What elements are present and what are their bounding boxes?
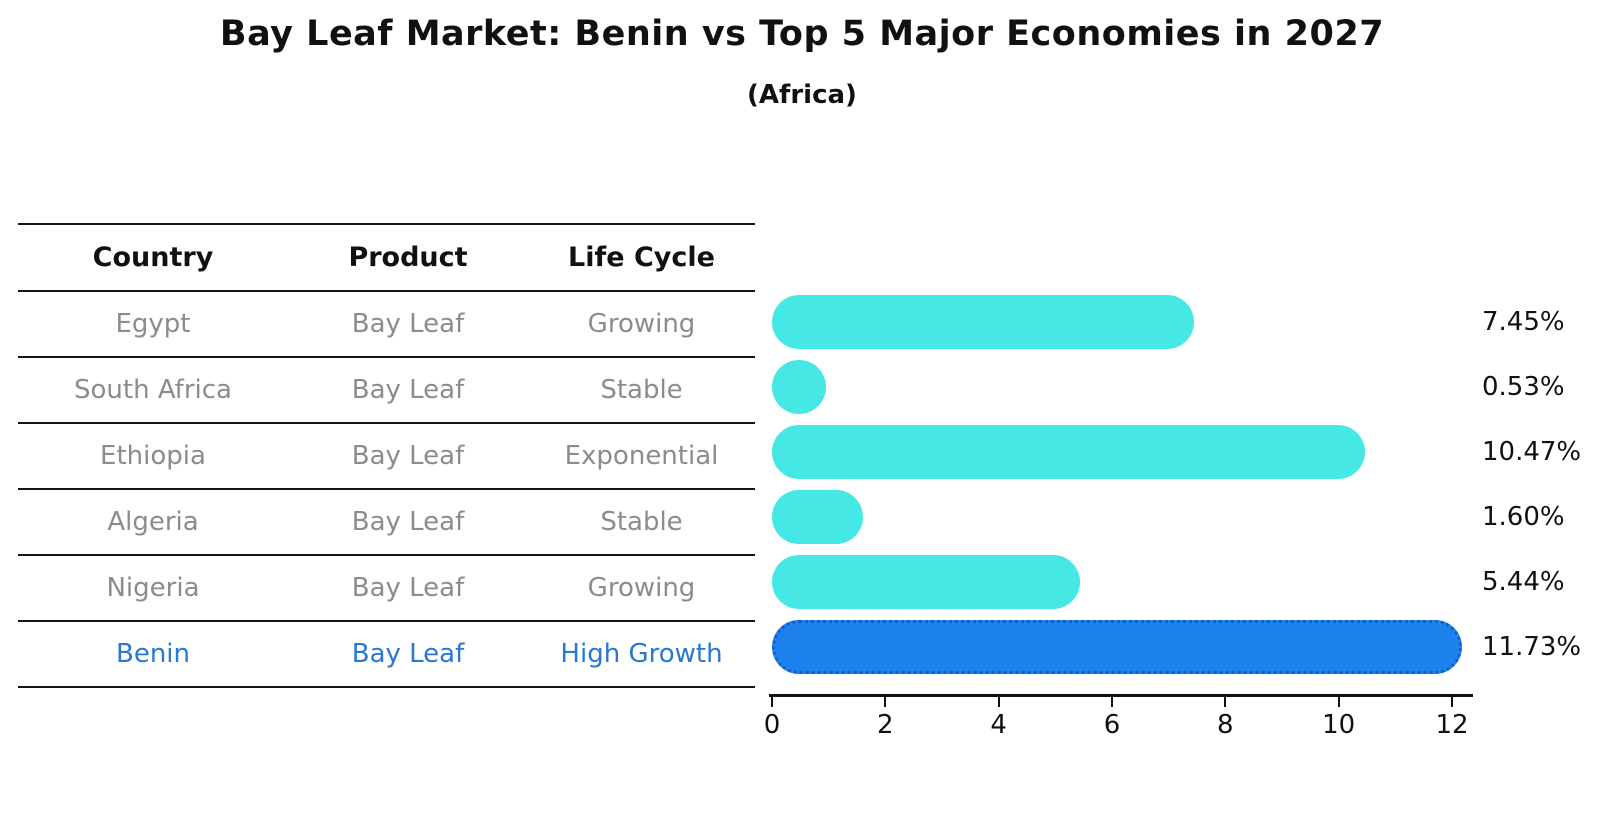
cell-product: Bay Leaf xyxy=(351,507,465,537)
chart-title: Bay Leaf Market: Benin vs Top 5 Major Ec… xyxy=(219,14,1385,54)
cell-product: Bay Leaf xyxy=(351,441,465,471)
bar-row xyxy=(772,420,1452,485)
bar-row xyxy=(772,550,1452,615)
column-header-product: Product xyxy=(348,242,468,273)
cell-country: South Africa xyxy=(74,375,232,405)
cell-product: Bay Leaf xyxy=(351,573,465,603)
cell-country: Algeria xyxy=(107,507,199,537)
value-bar xyxy=(772,490,863,544)
axis-tick-label: 4 xyxy=(990,710,1007,740)
cell-product: Bay Leaf xyxy=(351,639,465,669)
bar-row xyxy=(772,290,1452,355)
cell-country: Ethiopia xyxy=(100,441,206,471)
axis-tick-label: 12 xyxy=(1435,710,1469,740)
cell-life-cycle: Growing xyxy=(587,309,696,339)
axis-tick-mark xyxy=(1111,697,1113,707)
value-label: 11.73% xyxy=(1482,632,1582,662)
cell-life-cycle: Stable xyxy=(600,375,683,405)
axis-tick-label: 6 xyxy=(1103,710,1121,740)
bar-row xyxy=(772,615,1462,680)
table-row: Nigeria Bay Leaf Growing xyxy=(18,556,755,622)
axis-tick-label: 8 xyxy=(1217,710,1234,740)
value-label: 5.44% xyxy=(1482,567,1565,597)
axis-tick-label: 2 xyxy=(877,710,894,740)
value-label: 7.45% xyxy=(1482,307,1565,337)
cell-country: Egypt xyxy=(115,309,191,339)
axis-tick-mark xyxy=(1337,697,1340,707)
axis-tick-mark xyxy=(1224,697,1227,707)
cell-life-cycle: High Growth xyxy=(560,639,723,669)
cell-product: Bay Leaf xyxy=(351,309,465,339)
table-row: South Africa Bay Leaf Stable xyxy=(18,358,755,424)
data-table: Country Product Life Cycle Egypt Bay Lea… xyxy=(18,223,755,688)
value-label: 10.47% xyxy=(1482,437,1582,467)
table-row: Egypt Bay Leaf Growing xyxy=(18,292,755,358)
axis-tick-mark xyxy=(997,697,1000,707)
x-axis-ticks: 0 2 4 6 8 10 12 xyxy=(764,694,1469,754)
cell-life-cycle: Stable xyxy=(600,507,683,537)
value-bar xyxy=(772,295,1195,349)
value-bar xyxy=(772,425,1366,479)
axis-tick-label: 0 xyxy=(763,710,781,740)
cell-country: Nigeria xyxy=(106,573,200,603)
column-header-country: Country xyxy=(92,242,214,273)
table-header-row: Country Product Life Cycle xyxy=(18,223,755,292)
bar-row xyxy=(772,355,1452,420)
axis-tick-mark xyxy=(884,697,887,707)
value-label: 1.60% xyxy=(1482,502,1565,532)
value-bar-highlighted xyxy=(772,620,1462,674)
axis-tick-mark xyxy=(1451,697,1453,707)
axis-tick-label: 10 xyxy=(1322,710,1356,740)
value-bar xyxy=(772,555,1081,609)
table-row-highlighted: Benin Bay Leaf High Growth xyxy=(18,622,755,688)
bar-chart xyxy=(772,290,1462,680)
x-axis-line xyxy=(769,694,1473,697)
value-labels: 7.45% 0.53% 10.47% 1.60% 5.44% 11.73% xyxy=(1482,290,1602,680)
cell-country: Benin xyxy=(115,639,190,669)
column-header-life-cycle: Life Cycle xyxy=(568,242,715,273)
cell-life-cycle: Exponential xyxy=(564,441,719,471)
cell-life-cycle: Growing xyxy=(587,573,696,603)
chart-subtitle: (Africa) xyxy=(747,80,857,110)
axis-tick-mark xyxy=(771,697,773,707)
value-bar xyxy=(772,360,826,414)
cell-product: Bay Leaf xyxy=(351,375,465,405)
table-row: Algeria Bay Leaf Stable xyxy=(18,490,755,556)
bar-row xyxy=(772,485,1452,550)
value-label: 0.53% xyxy=(1482,372,1565,402)
table-row: Ethiopia Bay Leaf Exponential xyxy=(18,424,755,490)
